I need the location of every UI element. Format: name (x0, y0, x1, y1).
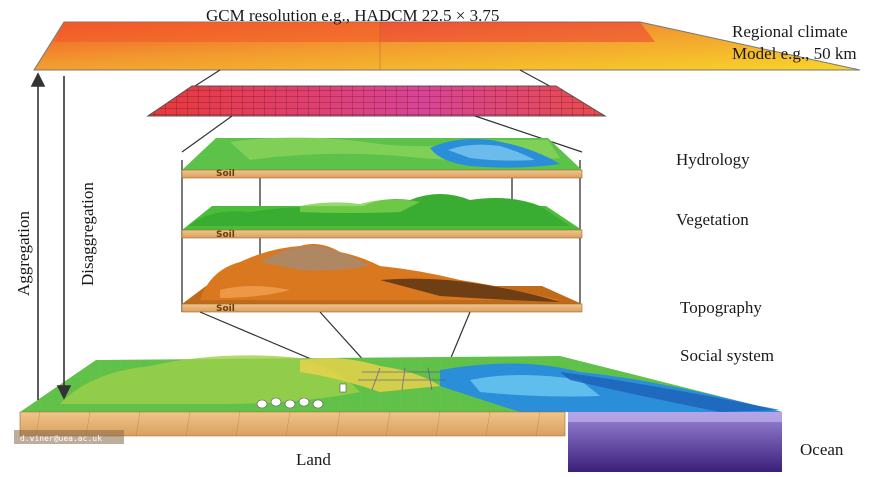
ocean-column (568, 412, 782, 472)
aggregation-label: Aggregation (14, 211, 33, 296)
hydrology-layer: Soil (181, 137, 583, 179)
credit-text: d.viner@uea.ac.uk (20, 434, 102, 443)
social-system-label: Social system (680, 346, 774, 365)
topography-layer: Soil (181, 244, 583, 314)
aggregation-arrow (30, 72, 46, 400)
soil-label-3: Soil (216, 304, 235, 314)
topography-label: Topography (680, 298, 762, 317)
land-label: Land (296, 450, 331, 469)
connector-lines-mid (181, 115, 583, 153)
regional-climate-label: Regional climate (732, 22, 848, 41)
soil-label-1: Soil (216, 169, 235, 179)
soil-label-2: Soil (216, 230, 235, 240)
ocean-label: Ocean (800, 440, 844, 459)
land-base: d.viner@uea.ac.uk (14, 355, 782, 444)
gcm-resolution-label: GCM resolution e.g., HADCM 22.5 × 3.75 (206, 6, 500, 25)
vegetation-label: Vegetation (676, 210, 749, 229)
buildings (256, 383, 347, 409)
rcm-grid-slab (146, 85, 607, 117)
hydrology-label: Hydrology (676, 150, 750, 169)
gcm-slab (33, 21, 861, 71)
regional-model-label: Model e.g., 50 km (732, 44, 857, 63)
disaggregation-arrow (56, 76, 72, 400)
vegetation-layer: Soil (181, 194, 583, 240)
disaggregation-label: Disaggregation (78, 182, 97, 286)
